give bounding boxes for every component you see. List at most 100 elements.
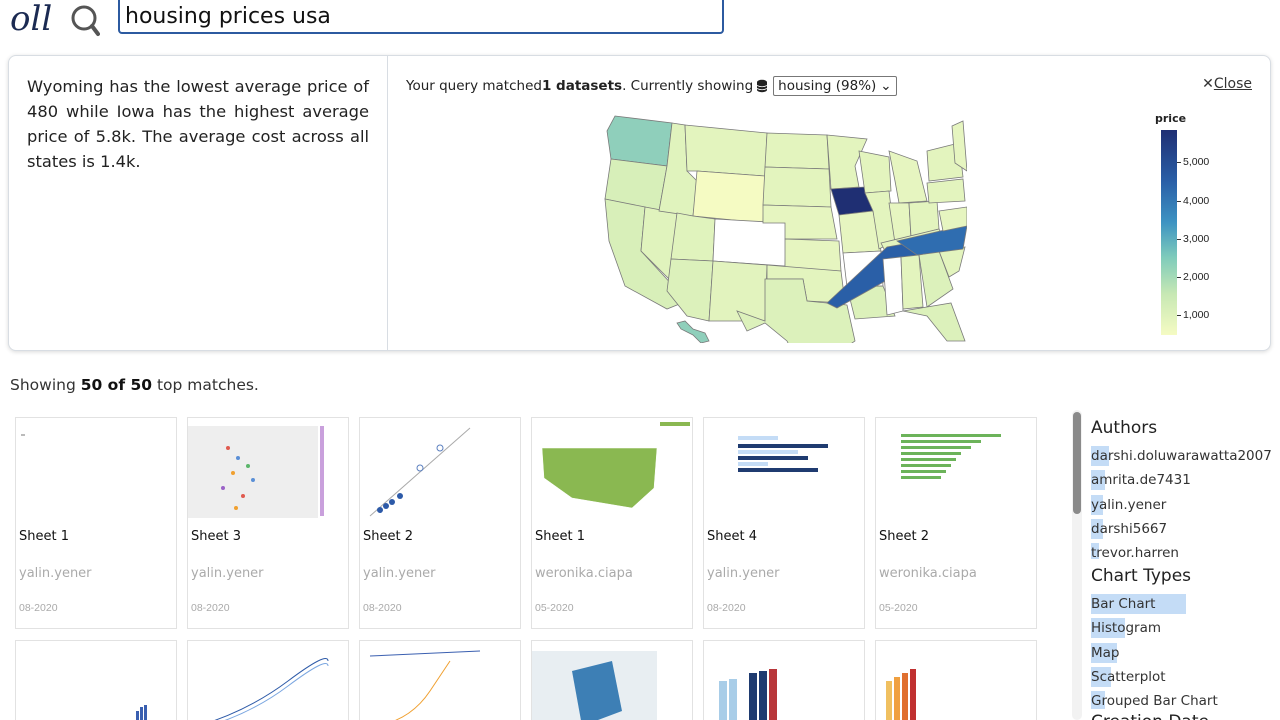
- card-thumbnail: [188, 426, 324, 518]
- card-date: 08-2020: [707, 602, 746, 614]
- map-state-arizona: [666, 258, 714, 322]
- result-card[interactable]: [703, 640, 865, 720]
- result-card[interactable]: [187, 640, 349, 720]
- facet-author-item[interactable]: amrita.de7431: [1091, 470, 1191, 490]
- card-thumbnail: [532, 651, 657, 720]
- card-author: yalin.yener: [191, 566, 264, 581]
- map-state-new-england: [951, 120, 967, 172]
- card-title: Sheet 2: [879, 529, 929, 544]
- search-input[interactable]: housing prices usa: [118, 0, 724, 34]
- close-icon: ✕: [1202, 76, 1214, 92]
- card-thumbnail: [719, 669, 777, 720]
- card-thumbnail: [21, 434, 25, 436]
- card-title: Sheet 4: [707, 529, 757, 544]
- query-count: 1 datasets: [541, 78, 623, 94]
- card-date: 05-2020: [879, 602, 918, 614]
- result-card[interactable]: Sheet 4 yalin.yener 08-2020: [703, 417, 865, 629]
- facet-chart-type-item[interactable]: Scatterplot: [1091, 667, 1166, 687]
- card-author: yalin.yener: [19, 566, 92, 581]
- facet-title-creation-date: Creation Date: [1091, 712, 1209, 720]
- map-state-south-dakota: [762, 166, 832, 208]
- facet-author-item[interactable]: yalin.yener: [1091, 495, 1167, 515]
- facet-chart-type-item[interactable]: Bar Chart: [1091, 594, 1186, 614]
- dataset-select-value: housing (98%): [778, 78, 877, 94]
- map-state-utah: [670, 212, 716, 262]
- map-state-wisconsin: [858, 150, 892, 194]
- result-card[interactable]: Sheet 2 yalin.yener 08-2020: [359, 417, 521, 629]
- us-choropleth-map[interactable]: [597, 111, 967, 343]
- legend-title: price: [1155, 112, 1187, 125]
- close-button[interactable]: ✕Close: [1202, 76, 1252, 92]
- card-thumbnail: [901, 434, 1001, 479]
- facet-title-chart-types: Chart Types: [1091, 566, 1192, 586]
- summary-panel: Wyoming has the lowest average price of …: [8, 55, 1271, 351]
- card-author: weronika.ciapa: [879, 566, 977, 581]
- query-info: Your query matched 1 datasets . Currentl…: [406, 76, 897, 96]
- card-date: 08-2020: [363, 602, 402, 614]
- map-state-minnesota: [826, 134, 868, 190]
- map-state-michigan: [888, 150, 928, 204]
- card-date: 05-2020: [535, 602, 574, 614]
- card-author: yalin.yener: [707, 566, 780, 581]
- map-state-alabama: [900, 254, 924, 310]
- result-card[interactable]: [875, 640, 1037, 720]
- result-card[interactable]: Sheet 3 yalin.yener 08-2020: [187, 417, 349, 629]
- map-state-texas: [736, 278, 856, 343]
- facet-scroll-thumb[interactable]: [1073, 412, 1081, 514]
- map-state-hawaii: [676, 320, 710, 343]
- legend-color-ramp: [1161, 130, 1177, 335]
- result-card[interactable]: [531, 640, 693, 720]
- close-label: Close: [1213, 76, 1252, 92]
- facet-author-item[interactable]: trevor.harren: [1091, 543, 1179, 559]
- facet-author-item[interactable]: darshi.doluwarawatta2007: [1091, 446, 1272, 466]
- facet-title-authors: Authors: [1091, 418, 1158, 438]
- result-card[interactable]: Sheet 1 weronika.ciapa 05-2020: [531, 417, 693, 629]
- map-state-north-dakota: [764, 132, 830, 170]
- card-title: Sheet 1: [535, 529, 585, 544]
- query-suffix: . Currently showing: [622, 78, 754, 94]
- result-card[interactable]: Sheet 1 yalin.yener 08-2020: [15, 417, 177, 629]
- facet-chart-type-item[interactable]: Map: [1091, 643, 1120, 663]
- result-card[interactable]: [15, 640, 177, 720]
- dataset-select[interactable]: housing (98%) ⌄: [773, 76, 897, 96]
- insight-text: Wyoming has the lowest average price of …: [27, 77, 369, 171]
- map-state-kansas: [784, 238, 842, 272]
- result-card[interactable]: [359, 640, 521, 720]
- card-author: weronika.ciapa: [535, 566, 633, 581]
- results-count-value: 50 of 50: [80, 376, 153, 394]
- legend-tick: 4,000: [1176, 195, 1210, 207]
- olli-logo: oll: [10, 0, 100, 39]
- map-state-north-carolina: [896, 225, 967, 256]
- legend-tick: 5,000: [1176, 156, 1210, 168]
- database-icon: [756, 79, 768, 93]
- facet-scrollbar[interactable]: [1072, 410, 1082, 720]
- card-thumbnail: [541, 422, 690, 509]
- results-prefix: Showing: [10, 376, 81, 394]
- card-thumbnail: [369, 427, 471, 517]
- card-thumbnail: [738, 436, 828, 472]
- card-title: Sheet 2: [363, 529, 413, 544]
- map-state-montana: [684, 124, 768, 177]
- panel-divider: [387, 56, 388, 350]
- card-thumbnail: [214, 658, 329, 720]
- facet-chart-type-item[interactable]: Histogram: [1091, 618, 1162, 638]
- legend-tick: 2,000: [1176, 271, 1210, 283]
- card-thumbnail: [369, 650, 481, 720]
- card-date: 08-2020: [191, 602, 230, 614]
- legend-tick: 1,000: [1176, 309, 1210, 321]
- facet-author-item[interactable]: darshi5667: [1091, 519, 1168, 539]
- card-title: Sheet 1: [19, 529, 69, 544]
- map-state-colorado: [712, 218, 788, 267]
- map-state-washington: [606, 115, 673, 167]
- card-thumbnail: [136, 705, 147, 720]
- card-date: 08-2020: [19, 602, 58, 614]
- card-title: Sheet 3: [191, 529, 241, 544]
- price-legend: price 5,000 4,000 3,000 2,000 1,000: [1153, 112, 1213, 342]
- results-count: Showing 50 of 50 top matches.: [10, 376, 259, 394]
- facet-chart-type-item[interactable]: Grouped Bar Chart: [1091, 691, 1218, 709]
- svg-text:oll: oll: [10, 0, 52, 39]
- card-thumbnail: [886, 669, 916, 720]
- legend-tick: 3,000: [1176, 233, 1210, 245]
- result-card[interactable]: Sheet 2 weronika.ciapa 05-2020: [875, 417, 1037, 629]
- map-state-mississippi: [882, 256, 904, 316]
